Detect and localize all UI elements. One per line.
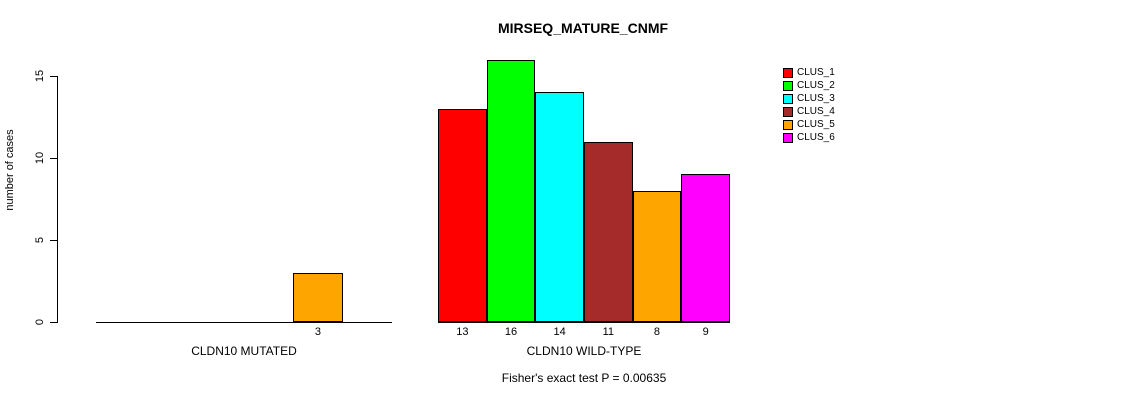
bar-clus_1: [438, 108, 487, 322]
legend-swatch-clus-2: [783, 80, 793, 91]
y-axis-line: [57, 76, 58, 323]
y-tick-label: 10: [34, 151, 46, 165]
legend-label: CLUS_4: [797, 106, 835, 117]
legend-item-clus-6: CLUS_6: [783, 131, 835, 144]
legend-item-clus-1: CLUS_1: [783, 66, 835, 79]
legend-item-clus-3: CLUS_3: [783, 92, 835, 105]
bar-clus_3: [535, 92, 584, 322]
y-axis-title: number of cases: [4, 129, 16, 211]
bar-value-label: 13: [456, 326, 469, 338]
legend-swatch-clus-6: [783, 132, 793, 143]
legend-swatch-clus-3: [783, 93, 793, 104]
legend-item-clus-2: CLUS_2: [783, 79, 835, 92]
x-axis-baseline: [438, 322, 730, 323]
y-tick-label: 0: [34, 318, 46, 326]
legend-item-clus-4: CLUS_4: [783, 105, 835, 118]
bar-value-label: 8: [653, 326, 661, 338]
bar-value-label: 11: [602, 326, 615, 338]
bar-clus_4: [584, 141, 633, 322]
bar-value-label: 3: [314, 326, 322, 338]
group-label-wild-type: CLDN10 WILD-TYPE: [526, 344, 642, 358]
legend-swatch-clus-5: [783, 119, 793, 130]
y-tick-mark: [50, 239, 57, 241]
bar-value-label: 9: [702, 326, 709, 338]
y-tick-mark: [50, 75, 57, 77]
y-tick-label: 5: [34, 236, 46, 244]
legend-label: CLUS_2: [797, 80, 835, 91]
bar-clus_6: [681, 174, 730, 322]
bar-clus_5: [293, 272, 343, 322]
y-tick-label: 15: [34, 69, 46, 83]
legend-swatch-clus-1: [783, 67, 793, 78]
legend: CLUS_1 CLUS_2 CLUS_3 CLUS_4 CLUS_5 CLUS_…: [783, 66, 835, 144]
fisher-test-annotation: Fisher's exact test P = 0.00635: [501, 371, 667, 385]
y-tick-mark: [50, 157, 57, 159]
legend-label: CLUS_1: [797, 67, 835, 78]
legend-label: CLUS_5: [797, 119, 835, 130]
group-label-mutated: CLDN10 MUTATED: [191, 344, 297, 358]
legend-item-clus-5: CLUS_5: [783, 118, 835, 131]
bar-value-label: 14: [553, 326, 566, 338]
chart-title: MIRSEQ_MATURE_CNMF: [497, 20, 669, 36]
bar-clus_5: [632, 190, 682, 322]
legend-swatch-clus-4: [783, 106, 793, 117]
bar-clus_2: [486, 59, 536, 322]
y-tick-mark: [50, 321, 57, 323]
legend-label: CLUS_6: [797, 132, 835, 143]
legend-label: CLUS_3: [797, 93, 835, 104]
bar-value-label: 16: [504, 326, 518, 338]
x-axis-baseline: [96, 322, 392, 323]
